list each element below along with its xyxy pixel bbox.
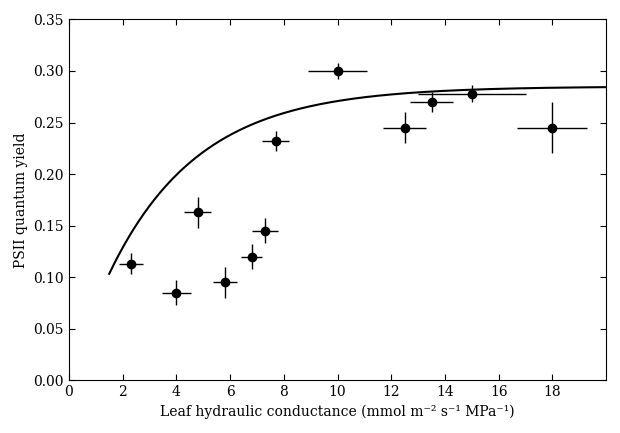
X-axis label: Leaf hydraulic conductance (mmol m⁻² s⁻¹ MPa⁻¹): Leaf hydraulic conductance (mmol m⁻² s⁻¹…: [160, 405, 515, 419]
Y-axis label: PSII quantum yield: PSII quantum yield: [14, 132, 28, 268]
